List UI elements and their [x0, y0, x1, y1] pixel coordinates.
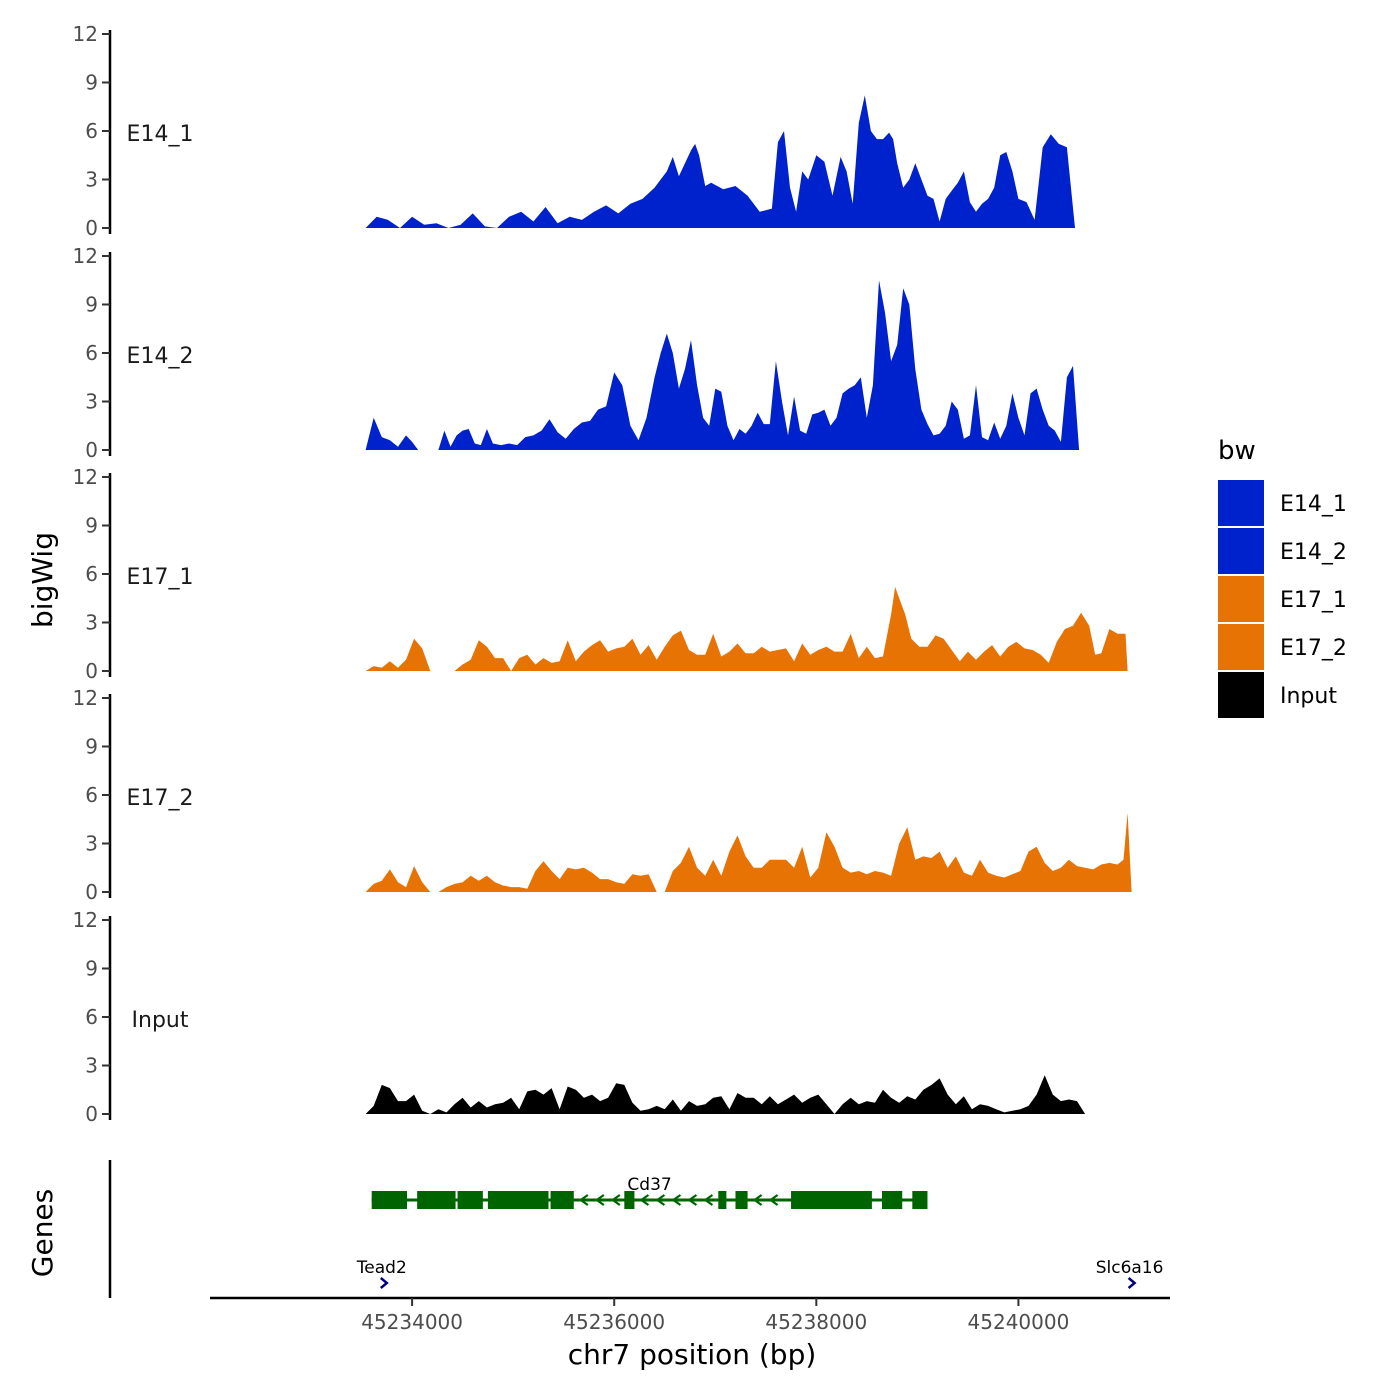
track-label-e14-2: E14_2 — [127, 344, 194, 369]
y-tick-label: 3 — [85, 390, 98, 414]
track-label-input: Input — [132, 1008, 189, 1033]
x-axis-title: chr7 position (bp) — [568, 1338, 817, 1371]
gene-strand-chevron — [578, 1194, 589, 1206]
y-tick-label: 0 — [85, 438, 98, 462]
track-e14-1: 0 3 6 9 12 E14_1 — [73, 22, 1128, 240]
legend-label-e17-1: E17_1 — [1280, 588, 1347, 613]
area-input — [365, 1075, 1128, 1114]
legend-swatch-input — [1218, 672, 1264, 718]
track-e17-2: 0 3 6 9 12 E17_2 — [73, 686, 1132, 904]
y-tick-label: 12 — [73, 244, 98, 268]
y-tick-label: 9 — [85, 735, 98, 759]
gene-cd37-exon — [718, 1191, 727, 1209]
gene-cd37-exon — [882, 1191, 903, 1209]
track-input: 0 3 6 9 12 Input — [73, 908, 1128, 1126]
gene-marker-tead2 — [380, 1277, 389, 1289]
y-tick-label: 6 — [85, 341, 98, 365]
gene-strand-chevron — [703, 1194, 714, 1206]
gene-strand-chevron — [687, 1194, 698, 1206]
x-tick-label: 45240000 — [968, 1310, 1070, 1334]
area-e17-1 — [365, 586, 1128, 671]
gene-strand-chevron — [594, 1194, 605, 1206]
gene-strand-chevron — [671, 1194, 682, 1206]
y-tick-label: 3 — [85, 832, 98, 856]
track-label-e17-2: E17_2 — [127, 786, 194, 811]
y-tick-label: 9 — [85, 514, 98, 538]
y-tick-label: 3 — [85, 611, 98, 635]
legend-title: bw — [1218, 436, 1256, 466]
gene-cd37-exon — [371, 1191, 408, 1209]
y-tick-label: 6 — [85, 562, 98, 586]
legend: bw E14_1 E14_2 E17_1 E17_2 Input — [1218, 436, 1347, 718]
y-tick-label: 6 — [85, 783, 98, 807]
track-e14-2: 0 3 6 9 12 E14_2 — [73, 244, 1132, 462]
y-tick-label: 6 — [85, 1005, 98, 1029]
gene-cd37-exon — [457, 1191, 483, 1209]
legend-swatch-e17-1 — [1218, 576, 1264, 622]
legend-swatch-e17-2 — [1218, 624, 1264, 670]
area-e14-2 — [365, 280, 1132, 450]
gene-cd37-exon — [735, 1191, 748, 1209]
area-e17-2 — [365, 812, 1132, 892]
y-tick-label: 3 — [85, 1054, 98, 1078]
gene-strand-chevron — [639, 1194, 650, 1206]
area-e14-1 — [365, 95, 1128, 229]
gene-cd37-exon — [624, 1191, 635, 1209]
legend-label-input: Input — [1280, 684, 1337, 709]
y-tick-label: 9 — [85, 957, 98, 981]
y-axis-title: bigWig — [26, 532, 59, 628]
gene-strand-chevron — [655, 1194, 666, 1206]
gene-marker-slc6a16 — [1127, 1277, 1137, 1289]
y-tick-label: 3 — [85, 168, 98, 192]
x-axis: 45234000 45236000 45238000 45240000 — [210, 1296, 1170, 1334]
gene-cd37-exon — [550, 1191, 574, 1209]
legend-label-e14-2: E14_2 — [1280, 540, 1347, 565]
gene-cd37-exon — [487, 1191, 549, 1209]
gene-cd37-exon — [791, 1191, 872, 1209]
y-tick-label: 0 — [85, 216, 98, 240]
gene-label-tead2: Tead2 — [356, 1258, 407, 1278]
y-tick-label: 6 — [85, 119, 98, 143]
gene-cd37-exon — [417, 1191, 456, 1209]
genes-axis-title: Genes — [26, 1189, 59, 1277]
y-tick-label: 9 — [85, 293, 98, 317]
track-label-e17-1: E17_1 — [127, 565, 194, 590]
tracks: 0 3 6 9 12 E14_1 0 3 6 9 12 E14_2 0 3 6 9 12 E17_1 0 3 6 9 12 E… — [73, 22, 1132, 1126]
y-tick-label: 0 — [85, 1102, 98, 1126]
gene-strand-chevron — [768, 1194, 779, 1206]
gene-label-cd37: Cd37 — [627, 1175, 671, 1195]
y-tick-label: 12 — [73, 908, 98, 932]
y-tick-label: 12 — [73, 465, 98, 489]
x-tick-label: 45234000 — [361, 1310, 463, 1334]
legend-swatch-e14-2 — [1218, 528, 1264, 574]
track-label-e14-1: E14_1 — [127, 122, 194, 147]
legend-label-e14-1: E14_1 — [1280, 492, 1347, 517]
legend-label-e17-2: E17_2 — [1280, 636, 1347, 661]
y-tick-label: 9 — [85, 71, 98, 95]
y-tick-label: 0 — [85, 659, 98, 683]
x-tick-label: 45236000 — [563, 1310, 665, 1334]
genes-panel: Cd37 Tead2 Slc6a16 — [108, 1160, 1164, 1298]
y-tick-label: 12 — [73, 686, 98, 710]
gene-label-slc6a16: Slc6a16 — [1096, 1258, 1164, 1278]
track-e17-1: 0 3 6 9 12 E17_1 — [73, 465, 1128, 683]
y-tick-label: 12 — [73, 22, 98, 46]
x-tick-label: 45238000 — [765, 1310, 867, 1334]
gene-cd37-exon — [912, 1191, 928, 1209]
legend-swatch-e14-1 — [1218, 480, 1264, 526]
gene-strand-chevron — [610, 1194, 621, 1206]
y-tick-label: 0 — [85, 880, 98, 904]
gene-strand-chevron — [752, 1194, 763, 1206]
